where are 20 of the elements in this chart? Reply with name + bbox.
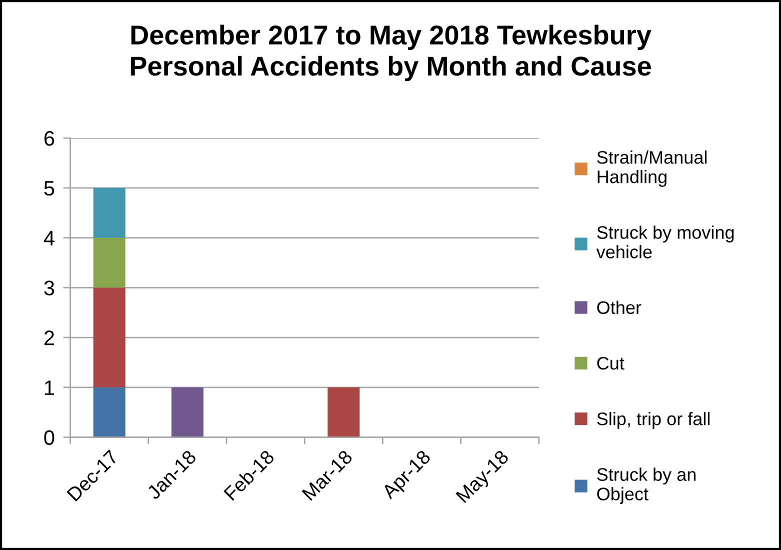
bar xyxy=(93,238,126,288)
legend-label: Strain/Manual Handling xyxy=(597,150,707,187)
y-tick-label: 6 xyxy=(44,131,54,146)
bar xyxy=(93,188,126,238)
y-tick-label: 1 xyxy=(45,380,54,395)
legend-label: Struck by an Object xyxy=(597,468,696,504)
legend-label: Other xyxy=(597,300,642,314)
y-tick-label: 0 xyxy=(44,430,54,446)
legend-label: Cut xyxy=(597,356,624,370)
y-tick-label: 2 xyxy=(44,330,54,346)
y-tick-label: 3 xyxy=(44,280,54,296)
chart-title: December 2017 to May 2018 Tewkesbury Personal Accidents by Month and Cause xyxy=(130,24,652,82)
legend-label: Slip, trip or fall xyxy=(597,412,710,429)
bar xyxy=(93,288,126,388)
y-tick-label: 4 xyxy=(44,231,54,246)
legend-label: Struck by moving vehicle xyxy=(596,226,734,258)
bar xyxy=(171,387,204,438)
bar xyxy=(328,387,360,438)
y-tick-label: 5 xyxy=(44,181,54,196)
bar xyxy=(93,387,126,438)
